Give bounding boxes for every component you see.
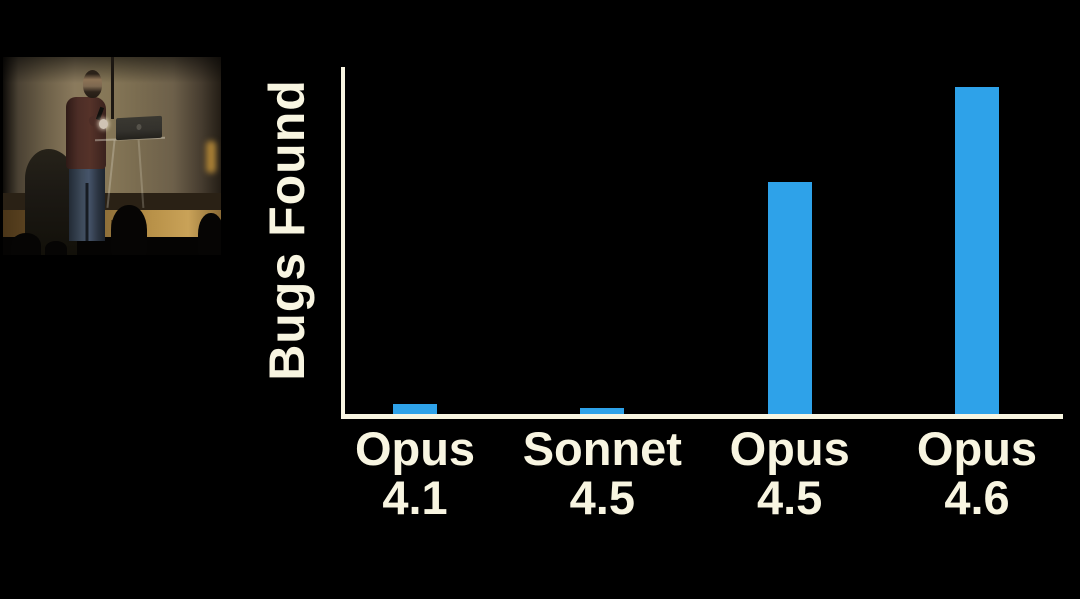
x-label-line: 4.5	[756, 471, 823, 524]
x-label-line: Opus	[729, 422, 850, 475]
audience-silhouette	[111, 205, 147, 255]
presenter-head	[83, 70, 102, 98]
bar-opus-4-6	[954, 86, 999, 414]
x-label-opus-4-5: Opus 4.5	[730, 424, 850, 522]
x-label-line: Opus	[916, 422, 1038, 475]
presenter-hand-highlight	[99, 119, 108, 129]
audience-silhouette	[198, 213, 221, 255]
x-label-line: 4.6	[944, 471, 1010, 524]
x-label-line: Opus	[354, 422, 476, 475]
x-label-line: Sonnet	[522, 422, 682, 475]
plot-area	[345, 67, 1060, 414]
audience-silhouette	[11, 233, 41, 255]
y-axis-line	[341, 67, 345, 419]
bar-opus-4-5	[767, 181, 812, 414]
sconce-light	[206, 141, 216, 173]
bar-sonnet-4-5	[580, 407, 625, 414]
bar-opus-4-1	[393, 404, 437, 414]
x-label-line: 4.5	[569, 471, 635, 524]
x-axis-line	[341, 414, 1063, 419]
audience-silhouette	[45, 241, 67, 255]
x-label-opus-4-6: Opus 4.6	[917, 424, 1037, 522]
video-inset	[3, 57, 221, 255]
presenter-leg-seam	[85, 183, 89, 241]
x-label-sonnet-4-5: Sonnet 4.5	[523, 424, 682, 522]
x-label-line: 4.1	[382, 471, 448, 524]
presenter-legs	[69, 165, 105, 241]
x-label-opus-4-1: Opus 4.1	[355, 424, 475, 522]
mic-stand-pole	[111, 57, 114, 119]
